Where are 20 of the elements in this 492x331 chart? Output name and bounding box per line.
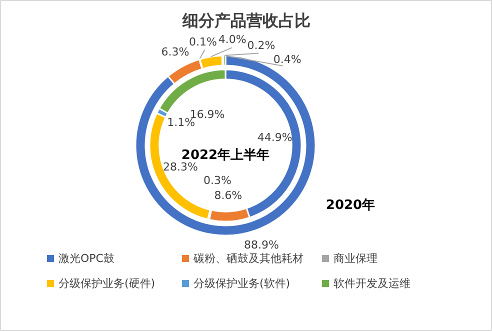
legend-label: 激光OPC鼓 bbox=[58, 252, 114, 265]
slice-label: 2022年上半年 bbox=[181, 148, 270, 163]
data-label: 6.3% bbox=[161, 46, 190, 59]
data-label: 88.9% bbox=[244, 238, 279, 252]
legend-label: 分级保护业务(硬件) bbox=[58, 277, 156, 290]
data-label: 0.3% bbox=[203, 174, 232, 188]
legend-label: 商业保理 bbox=[334, 252, 378, 265]
slice-label: 2020年 bbox=[326, 198, 376, 213]
chart-title: 细分产品营收占比 bbox=[182, 11, 310, 30]
data-label: 8.6% bbox=[214, 188, 242, 202]
data-label: 28.3% bbox=[162, 160, 198, 174]
data-label: 0.1% bbox=[188, 35, 217, 48]
legend-label: 软件开发及运维 bbox=[334, 277, 410, 290]
data-label: 4.0% bbox=[218, 33, 246, 46]
data-label: 0.2% bbox=[247, 39, 276, 52]
legend-label: 碳粉、硒鼓及其他耗材 bbox=[192, 252, 304, 265]
data-label: 44.9% bbox=[257, 130, 292, 144]
legend-label: 分级保护业务(软件) bbox=[194, 277, 290, 290]
data-label: 16.9% bbox=[190, 108, 225, 121]
data-label: 0.4% bbox=[273, 52, 302, 66]
